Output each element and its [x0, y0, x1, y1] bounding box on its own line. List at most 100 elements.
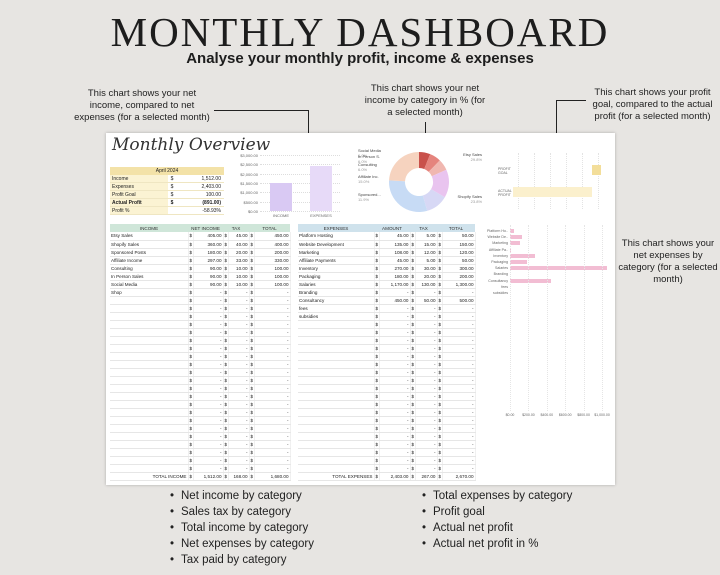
row-name[interactable]	[110, 312, 189, 321]
currency-symbol: $	[374, 392, 380, 401]
cell-value: -	[254, 400, 291, 409]
currency-symbol: $	[249, 384, 255, 393]
currency-symbol: $	[249, 280, 255, 289]
row-name[interactable]: Inventory	[298, 264, 375, 273]
row-name[interactable]: subsidies	[298, 312, 375, 321]
row-name[interactable]: Shopify Sales	[110, 240, 189, 249]
row-name[interactable]: Shop	[110, 288, 189, 297]
gridline	[566, 153, 567, 209]
row-name[interactable]: Affiliate Payments	[298, 256, 375, 265]
row-name[interactable]: Affiliate Income	[110, 256, 189, 265]
row-name[interactable]	[298, 456, 375, 465]
row-name[interactable]	[298, 328, 375, 337]
row-name[interactable]	[110, 440, 189, 449]
cell-value: -	[379, 360, 411, 369]
row-name[interactable]: Social Media	[110, 280, 189, 289]
row-name[interactable]: Website Development	[298, 240, 375, 249]
row-name[interactable]	[298, 384, 375, 393]
row-name[interactable]	[298, 320, 375, 329]
row-name[interactable]	[110, 448, 189, 457]
currency-symbol: $	[374, 280, 380, 289]
row-name[interactable]	[110, 424, 189, 433]
cell-value: 130.00	[415, 280, 438, 289]
table-row: Etsy Sales $405.00 $45.00 $450.00	[110, 232, 291, 241]
currency-symbol: $	[374, 336, 380, 345]
currency-symbol: $	[249, 312, 255, 321]
row-name[interactable]	[298, 416, 375, 425]
cell-value: -	[379, 304, 411, 313]
row-name[interactable]: Etsy Sales	[110, 232, 189, 241]
row-name[interactable]: In Person Sales	[110, 272, 189, 281]
row-name[interactable]	[110, 320, 189, 329]
row-name[interactable]	[298, 376, 375, 385]
row-name[interactable]	[298, 440, 375, 449]
cell-value: -	[442, 320, 476, 329]
row-name[interactable]	[110, 328, 189, 337]
row-name[interactable]	[298, 400, 375, 409]
row-name[interactable]	[110, 384, 189, 393]
currency-symbol: $	[410, 352, 416, 361]
row-name[interactable]	[298, 352, 375, 361]
row-name[interactable]	[298, 368, 375, 377]
row-name[interactable]	[110, 432, 189, 441]
row-name[interactable]: fees	[298, 304, 375, 313]
table-row: $ - $ - $ -	[110, 328, 291, 337]
currency-symbol: $	[410, 440, 416, 449]
cell-value: -	[228, 352, 250, 361]
row-name[interactable]	[110, 352, 189, 361]
row-name[interactable]	[298, 408, 375, 417]
currency-symbol: $	[410, 448, 416, 457]
overview-row-value: -58.93%	[202, 208, 221, 214]
cell-value: 300.00	[442, 264, 476, 273]
cell-value: -	[193, 320, 224, 329]
row-name[interactable]: Platform Hosting	[298, 232, 375, 241]
row-name[interactable]	[298, 432, 375, 441]
table-row: $ - $ - $ -	[110, 416, 291, 425]
row-name[interactable]	[298, 392, 375, 401]
row-name[interactable]: Packaging	[298, 272, 375, 281]
row-name[interactable]: Branding	[298, 288, 375, 297]
row-name[interactable]	[298, 424, 375, 433]
y-tick-label: Affiliate Pa..	[488, 247, 508, 252]
cell-value: 360.00	[193, 240, 224, 249]
row-name[interactable]	[110, 392, 189, 401]
row-name[interactable]	[110, 360, 189, 369]
cell-value: -	[254, 392, 291, 401]
expense-table: EXPENSES AMOUNT TAX TOTAL Platform Hosting $4…	[298, 224, 476, 481]
cell-value: -	[254, 440, 291, 449]
currency-symbol: $	[410, 312, 416, 321]
row-name[interactable]	[110, 416, 189, 425]
row-name[interactable]	[110, 368, 189, 377]
gridline	[260, 155, 340, 156]
y-tick-label: Consultancy	[488, 278, 508, 283]
table-header-row: EXPENSES AMOUNT TAX TOTAL	[298, 224, 476, 232]
currency-symbol: $	[223, 416, 229, 425]
row-name[interactable]	[298, 336, 375, 345]
row-name[interactable]: Sponsored Posts	[110, 248, 189, 257]
currency-symbol: $	[223, 384, 229, 393]
row-name[interactable]	[298, 360, 375, 369]
row-name[interactable]	[298, 344, 375, 353]
row-name[interactable]: Consultancy	[298, 296, 375, 305]
row-name[interactable]: Marketing	[298, 248, 375, 257]
row-name[interactable]	[110, 336, 189, 345]
feature-list-left: Net income by categorySales tax by categ…	[170, 488, 314, 568]
row-name[interactable]	[110, 304, 189, 313]
cell-value: 108.00	[379, 248, 411, 257]
overview-month[interactable]: April 2024	[110, 167, 224, 175]
row-name[interactable]	[110, 464, 189, 473]
row-name[interactable]	[110, 376, 189, 385]
row-name[interactable]	[110, 456, 189, 465]
row-name[interactable]: Consulting	[110, 264, 189, 273]
row-name[interactable]	[110, 400, 189, 409]
row-name[interactable]	[110, 408, 189, 417]
cell-value: -	[442, 440, 476, 449]
row-name[interactable]	[110, 296, 189, 305]
row-name[interactable]	[298, 464, 375, 473]
cell-value: -	[415, 368, 438, 377]
row-name[interactable]: Salaries	[298, 280, 375, 289]
gridline	[510, 225, 511, 411]
row-name[interactable]	[298, 448, 375, 457]
currency-symbol: $	[223, 320, 229, 329]
row-name[interactable]	[110, 344, 189, 353]
